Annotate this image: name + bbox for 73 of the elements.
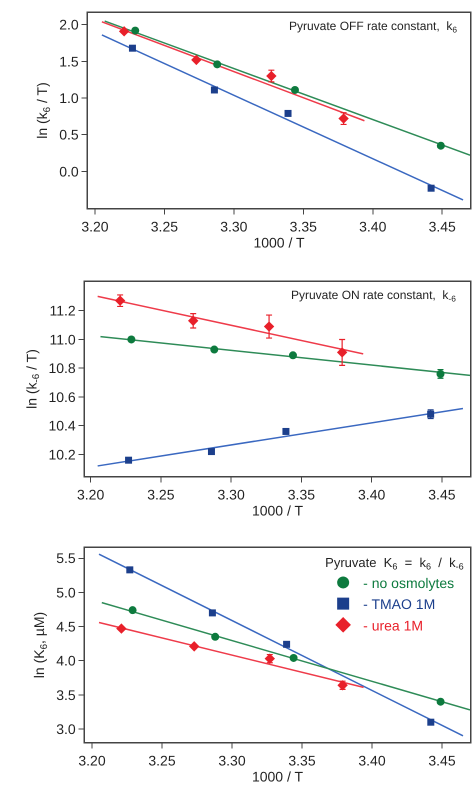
legend-label: - no osmolytes [363, 574, 454, 591]
point [189, 641, 200, 652]
x-tick-label: 3.20 [81, 218, 109, 234]
x-tick-label: 3.35 [288, 752, 316, 768]
x-tick-label: 3.35 [288, 486, 316, 502]
point [428, 184, 435, 192]
legend-label: - urea 1M [363, 617, 424, 634]
y-tick-label: 0.0 [59, 163, 79, 180]
point [290, 86, 299, 94]
y-tick-label: 3.5 [56, 686, 76, 703]
point [336, 347, 348, 358]
annotation: Pyruvate OFF rate constant, k$_{6}$ [289, 19, 458, 35]
y-tick-label: 5.5 [56, 550, 76, 566]
point [282, 428, 290, 435]
point [288, 351, 297, 360]
legend-label: - TMAO 1M [363, 596, 436, 612]
point [427, 718, 434, 726]
point [283, 640, 290, 648]
y-tick-label: 1.0 [59, 90, 79, 106]
point [284, 110, 292, 117]
point [118, 26, 130, 37]
x-tick-label: 3.30 [218, 752, 246, 768]
x-tick-label: 3.40 [358, 752, 386, 768]
x-tick-label: 3.25 [150, 218, 178, 234]
x-tick-label: 3.40 [358, 486, 386, 502]
x-tick-label: 3.25 [148, 752, 176, 768]
y-tick-label: 11.2 [49, 302, 76, 319]
point [116, 623, 127, 634]
x-axis-title: 1000 / T [253, 234, 305, 250]
y-tick-label: 10.6 [48, 388, 76, 405]
y-tick-label: 5.0 [56, 584, 76, 600]
x-axis-title: 1000 / T [252, 502, 304, 518]
x-tick-label: 3.40 [359, 218, 387, 234]
point [211, 632, 220, 641]
point [131, 26, 140, 35]
point [127, 335, 136, 344]
y-tick-label: 10.4 [48, 418, 76, 434]
x-tick-label: 3.45 [428, 752, 456, 768]
x-tick-label: 3.45 [428, 218, 456, 234]
point [128, 44, 136, 52]
point [436, 698, 445, 706]
y-tick-label: 2.0 [59, 16, 79, 33]
x-tick-label: 3.30 [218, 486, 245, 502]
y-tick-label: 10.8 [48, 360, 76, 376]
x-axis-title: 1000 / T [252, 768, 304, 784]
point [213, 60, 222, 68]
point [210, 346, 218, 354]
x-tick-label: 3.35 [290, 218, 318, 234]
y-tick-label: 0.5 [59, 126, 79, 143]
point [264, 321, 274, 332]
x-tick-label: 3.30 [220, 218, 248, 234]
point [210, 86, 218, 94]
point [290, 654, 298, 662]
point [188, 316, 198, 326]
point [436, 142, 445, 150]
legend-title: Pyruvate K$_{6}$ = k$_{6}$ / k$_{-6}$ [325, 554, 464, 572]
y-tick-label: 4.0 [56, 652, 76, 669]
point [126, 566, 134, 574]
point [191, 54, 202, 66]
point [128, 606, 137, 614]
x-tick-label: 3.20 [76, 486, 104, 502]
y-tick-label: 3.0 [56, 720, 76, 737]
y-tick-label: 1.5 [59, 53, 79, 70]
point [208, 448, 215, 456]
y-tick-label: 4.5 [56, 618, 76, 634]
x-tick-label: 3.25 [147, 486, 175, 502]
point [125, 456, 132, 464]
x-tick-label: 3.20 [78, 752, 106, 768]
point [208, 609, 216, 616]
y-tick-label: 10.2 [48, 446, 76, 462]
x-tick-label: 3.45 [428, 486, 456, 502]
annotation: Pyruvate ON rate constant, k$_{-6}$ [291, 288, 456, 304]
y-tick-label: 11.0 [49, 331, 76, 348]
